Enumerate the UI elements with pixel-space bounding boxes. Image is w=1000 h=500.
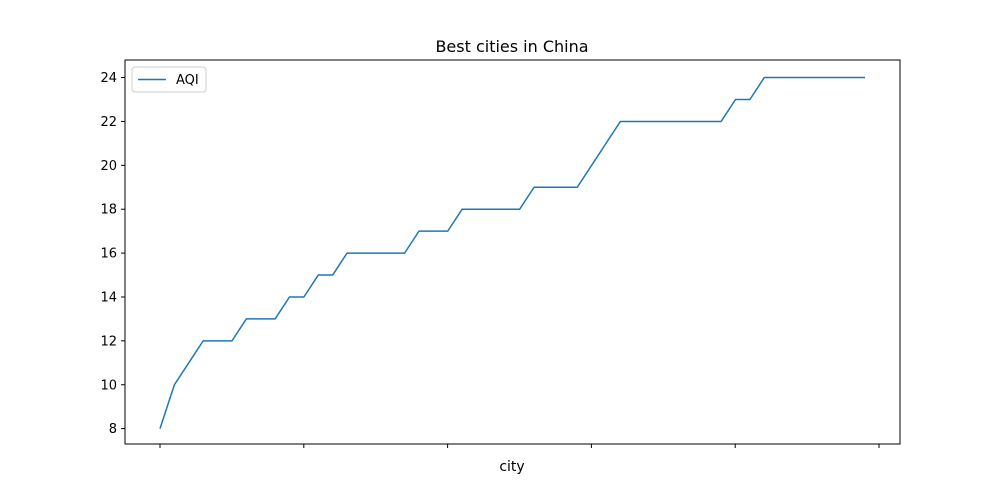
y-tick-label: 18 xyxy=(100,203,117,218)
y-axis-ticks: 8 10 12 14 16 18 20 22 24 xyxy=(100,71,125,437)
chart-title: Best cities in China xyxy=(435,37,588,56)
y-tick-label: 22 xyxy=(100,115,117,130)
y-tick-label: 10 xyxy=(100,378,117,393)
legend-label-aqi: AQI xyxy=(176,73,199,88)
x-axis-label: city xyxy=(499,459,524,475)
legend: AQI xyxy=(131,66,207,93)
y-tick-label: 16 xyxy=(100,247,117,262)
legend-box xyxy=(131,66,207,93)
y-tick-label: 24 xyxy=(100,71,117,86)
x-axis-ticks xyxy=(159,444,880,448)
plot-area-frame xyxy=(124,59,901,445)
y-tick-label: 20 xyxy=(100,159,117,174)
y-tick-label: 14 xyxy=(100,290,117,305)
series-line-aqi xyxy=(159,76,865,429)
y-tick-label: 8 xyxy=(109,422,117,437)
y-tick-label: 12 xyxy=(100,334,117,349)
